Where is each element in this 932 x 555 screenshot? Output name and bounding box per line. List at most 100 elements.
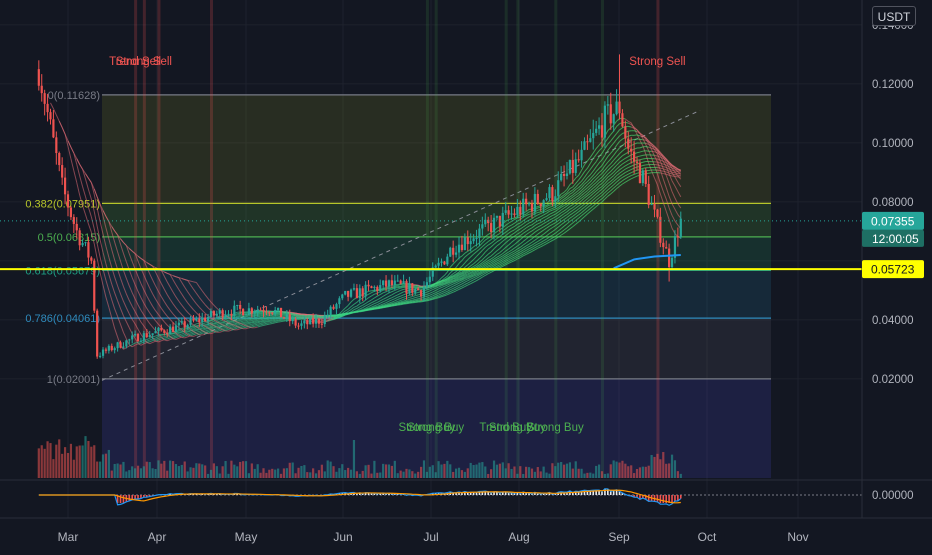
- ma-segment: [258, 321, 261, 322]
- volume-bar: [420, 467, 422, 478]
- ma-segment: [264, 320, 267, 321]
- price-tick-label: 0.04000: [872, 315, 914, 327]
- candle-body: [668, 249, 670, 267]
- candle-body: [580, 150, 582, 161]
- volume-bar: [309, 472, 311, 478]
- candle-body: [449, 248, 451, 257]
- ma-segment: [663, 171, 666, 172]
- candle-body: [181, 321, 183, 322]
- ma-segment: [269, 320, 272, 321]
- candle-body: [248, 308, 250, 314]
- volume-bar: [350, 470, 352, 478]
- ma-segment: [643, 165, 646, 166]
- candle-body: [455, 252, 457, 254]
- volume-bar: [102, 454, 104, 478]
- ma-segment: [366, 310, 369, 311]
- candle-body: [163, 330, 165, 333]
- volume-bar: [306, 472, 308, 478]
- ma-segment: [334, 318, 337, 319]
- candle-body: [543, 200, 545, 206]
- candle-body: [525, 199, 527, 205]
- candle-body: [440, 262, 442, 263]
- ma-segment: [275, 322, 278, 323]
- candle-body: [610, 104, 612, 123]
- candle-body: [318, 319, 320, 324]
- volume-bar: [55, 445, 57, 478]
- volume-bar: [175, 464, 177, 478]
- volume-bar: [105, 454, 107, 478]
- ma-segment: [389, 306, 392, 307]
- candle-body: [362, 288, 364, 296]
- candle-body: [332, 307, 334, 309]
- ma-segment: [261, 318, 264, 319]
- candle-body: [187, 325, 189, 328]
- volume-bar: [615, 462, 617, 478]
- candle-body: [64, 178, 66, 195]
- volume-bar: [502, 462, 504, 478]
- candle-body: [172, 327, 174, 332]
- volume-bar: [379, 472, 381, 478]
- candle-body: [67, 194, 69, 207]
- volume-bar: [201, 464, 203, 478]
- volume-bar: [595, 466, 597, 478]
- highlight-price-label: 0.05723: [871, 263, 915, 277]
- currency-badge[interactable]: USDT: [872, 6, 916, 26]
- volume-bar: [157, 460, 159, 478]
- candle-body: [251, 308, 253, 313]
- volume-bar: [394, 461, 396, 478]
- ma-segment: [348, 313, 351, 314]
- ma-segment: [634, 139, 637, 140]
- candle-body: [653, 204, 655, 210]
- volume-bar: [257, 464, 259, 478]
- volume-bar: [254, 469, 256, 478]
- volume-bar: [271, 469, 273, 478]
- candle-body: [601, 125, 603, 137]
- candle-body: [510, 213, 512, 214]
- volume-bar: [41, 445, 43, 478]
- volume-bar: [189, 467, 191, 478]
- volume-bar: [400, 471, 402, 478]
- volume-bar: [152, 468, 154, 478]
- candle-body: [224, 314, 226, 317]
- volume-bar: [163, 461, 165, 478]
- ma-segment: [240, 325, 243, 326]
- volume-bar: [274, 470, 276, 478]
- candle-body: [586, 141, 588, 142]
- candle-body: [642, 170, 644, 183]
- volume-bar: [245, 461, 247, 478]
- sell-band: [143, 0, 146, 478]
- candle-body: [496, 216, 498, 218]
- ma-segment: [202, 328, 205, 329]
- ma-segment: [252, 326, 255, 327]
- ma-segment: [634, 131, 637, 132]
- volume-bar: [213, 463, 215, 478]
- volume-bar: [397, 473, 399, 478]
- ma-segment: [240, 321, 243, 322]
- volume-bar: [79, 446, 81, 478]
- candle-body: [44, 93, 46, 104]
- ma-segment: [678, 170, 681, 171]
- candle-body: [583, 141, 585, 149]
- volume-bar: [613, 460, 615, 478]
- volume-bar: [359, 474, 361, 478]
- candle-body: [262, 310, 264, 312]
- time-tick-label: Nov: [787, 530, 808, 544]
- candle-body: [572, 160, 574, 173]
- candle-body: [70, 208, 72, 218]
- volume-bar: [353, 440, 355, 478]
- ma-segment: [246, 319, 249, 320]
- volume-bar: [592, 474, 594, 478]
- volume-bar: [443, 464, 445, 478]
- volume-bar: [402, 472, 404, 478]
- candle-body: [475, 238, 477, 239]
- volume-bar: [239, 462, 241, 478]
- oscillator-histogram-bar: [123, 495, 125, 503]
- oscillator-histogram-bar: [671, 495, 673, 503]
- candle-body: [122, 346, 124, 347]
- volume-bar: [508, 463, 510, 478]
- candle-body: [464, 237, 466, 250]
- ma-segment: [173, 339, 176, 340]
- volume-bar: [233, 465, 235, 478]
